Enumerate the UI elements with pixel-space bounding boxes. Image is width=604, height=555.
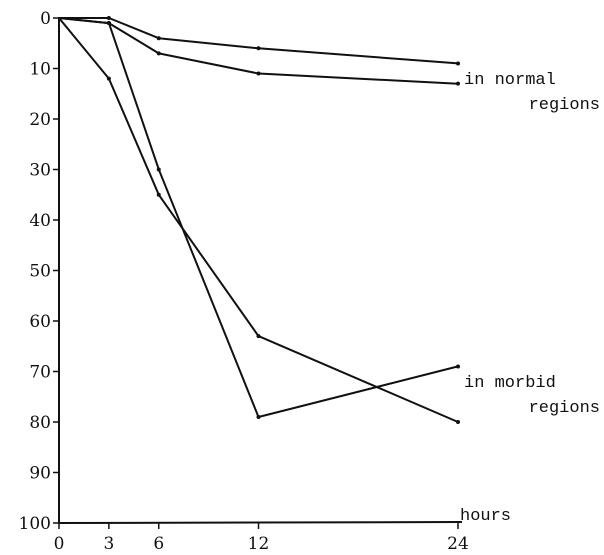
- series-4-point-2: [106, 21, 111, 26]
- y-tick-label-40: 40: [29, 211, 51, 231]
- y-ticks: 0 10 20 30 40 50 60 70 80 90 100: [19, 9, 59, 534]
- annotation-1-line-1: in normal: [464, 71, 556, 90]
- axes: [58, 18, 463, 524]
- series-4-point-3: [156, 167, 161, 172]
- series-1-point-3: [156, 36, 161, 41]
- y-tick-label-100: 100: [19, 514, 51, 534]
- series-group: [58, 16, 460, 424]
- series-4-point-5: [456, 364, 460, 369]
- x-axis-label: hours: [460, 507, 511, 526]
- series-1-point-4: [256, 46, 261, 51]
- series-line-4: [58, 17, 459, 418]
- x-ticks: 0 3 6 12 24: [54, 523, 469, 554]
- x-tick-label-0: 0: [54, 534, 65, 554]
- y-tick-label-20: 20: [29, 110, 51, 130]
- y-tick-label-80: 80: [29, 413, 51, 433]
- series-3-point-5: [456, 420, 460, 424]
- y-tick-label-10: 10: [29, 60, 51, 80]
- series-3-point-2: [106, 76, 111, 81]
- y-tick-label-70: 70: [29, 363, 51, 383]
- x-tick-label-12: 12: [248, 534, 270, 554]
- series-1-point-5: [456, 61, 460, 66]
- x-tick-label-6: 6: [153, 534, 164, 554]
- series-line-1: [58, 17, 459, 65]
- annotation-1-line-2: regions: [529, 96, 600, 115]
- y-tick-label-50: 50: [29, 262, 51, 282]
- annotation-2-line-2: regions: [529, 399, 600, 418]
- y-tick-label-90: 90: [29, 464, 51, 484]
- series-2-point-3: [156, 51, 161, 56]
- y-tick-label-60: 60: [29, 312, 51, 332]
- series-4-point-4: [256, 414, 261, 419]
- annotations: in normal regions in morbid regions: [464, 71, 600, 418]
- series-2-point-4: [256, 71, 261, 76]
- series-line-3: [58, 17, 459, 423]
- annotation-2-line-1: in morbid: [464, 374, 556, 393]
- series-1-point-2: [106, 16, 111, 20]
- x-tick-label-3: 3: [103, 534, 114, 554]
- series-2-point-5: [456, 81, 460, 86]
- x-axis-line: [58, 521, 463, 524]
- y-tick-label-0: 0: [40, 9, 51, 29]
- y-tick-label-30: 30: [29, 161, 51, 181]
- series-3-point-4: [256, 334, 261, 339]
- x-tick-label-24: 24: [447, 534, 469, 554]
- series-3-point-3: [156, 192, 161, 197]
